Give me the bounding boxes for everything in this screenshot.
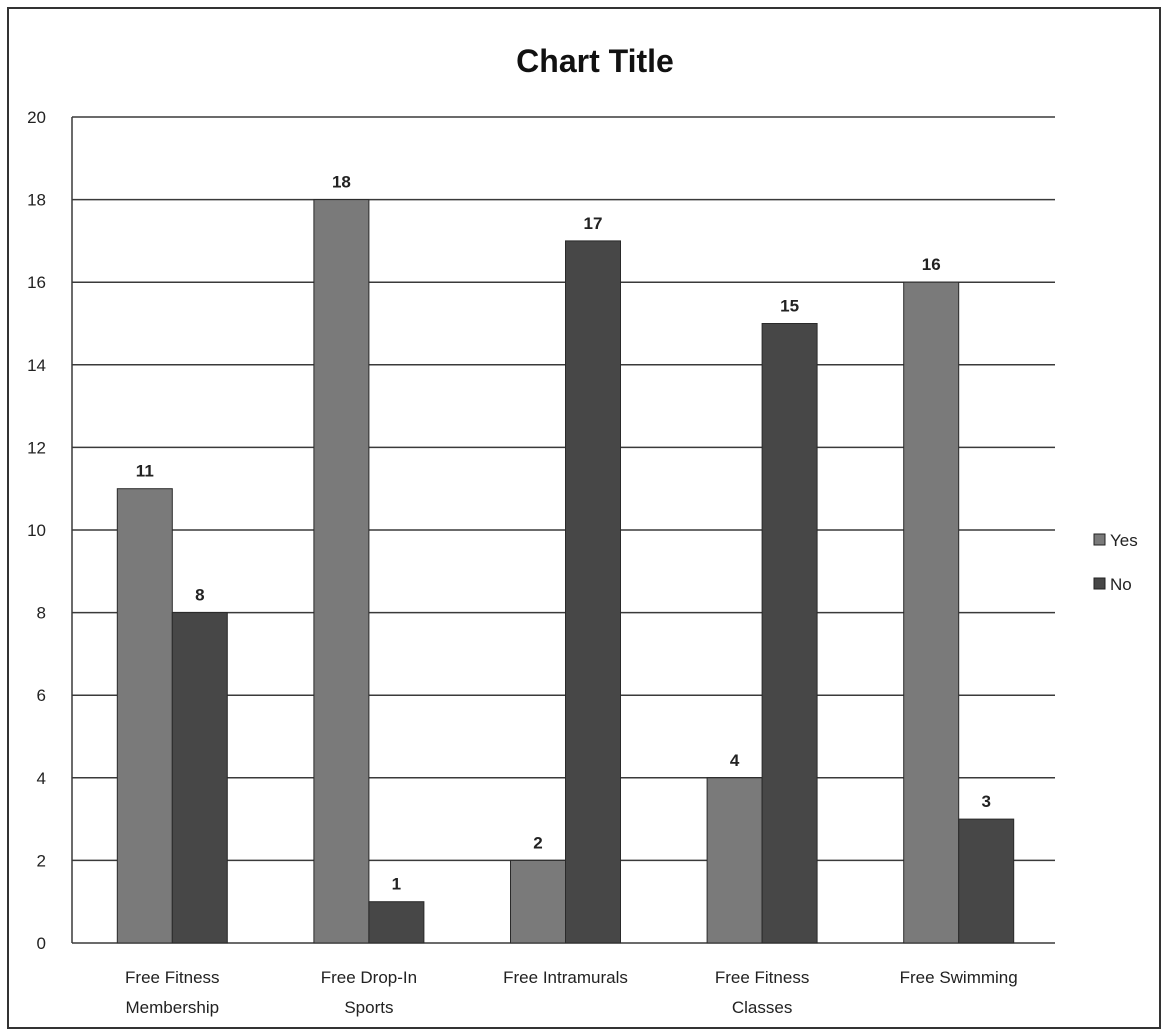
y-tick-label: 8 xyxy=(37,604,46,623)
bar-yes xyxy=(903,281,960,944)
chart-title: Chart Title xyxy=(516,43,674,79)
y-tick-label: 16 xyxy=(27,273,46,292)
legend-label-yes: Yes xyxy=(1110,531,1138,550)
y-tick-label: 12 xyxy=(27,438,46,457)
data-label: 16 xyxy=(922,255,941,274)
y-tick-label: 18 xyxy=(27,191,46,210)
y-tick-label: 10 xyxy=(27,521,46,540)
y-axis-ticks: 0 2 4 6 8 10 12 14 16 18 20 xyxy=(27,108,46,953)
data-label: 8 xyxy=(195,586,204,605)
data-label: 18 xyxy=(332,173,351,192)
bar-no xyxy=(761,323,818,944)
y-tick-label: 2 xyxy=(37,851,46,870)
chart-border xyxy=(7,7,1161,1029)
legend-swatch-yes xyxy=(1093,533,1106,546)
bar-no xyxy=(565,240,621,944)
x-category-label: Free Intramurals xyxy=(503,968,628,987)
bars xyxy=(116,199,1015,944)
x-category-label: Classes xyxy=(732,998,792,1017)
x-category-label: Free Swimming xyxy=(900,968,1018,987)
x-category-label: Free Fitness xyxy=(125,968,219,987)
data-label: 1 xyxy=(392,875,401,894)
y-tick-label: 4 xyxy=(37,769,46,788)
data-label: 4 xyxy=(730,751,740,770)
bar-yes xyxy=(706,777,763,944)
data-label: 17 xyxy=(584,214,603,233)
data-labels: 11 8 18 1 2 17 4 15 16 3 xyxy=(136,173,991,894)
bar-no xyxy=(958,818,1015,944)
x-category-label: Free Fitness xyxy=(715,968,809,987)
x-axis-categories: Free Fitness Membership Free Drop-In Sports… xyxy=(125,968,1018,1017)
x-category-label: Free Drop-In xyxy=(321,968,417,987)
bar-no xyxy=(171,612,228,944)
data-label: 3 xyxy=(981,792,990,811)
legend-swatch-no xyxy=(1093,577,1106,590)
bar-yes xyxy=(116,488,173,944)
y-tick-label: 0 xyxy=(37,934,46,953)
bar-no xyxy=(368,901,425,944)
bar-yes xyxy=(313,199,370,944)
legend-label-no: No xyxy=(1110,575,1132,594)
x-category-label: Membership xyxy=(126,998,220,1017)
bar-yes xyxy=(510,859,566,944)
y-tick-label: 6 xyxy=(37,686,46,705)
x-category-label: Sports xyxy=(344,998,393,1017)
gridlines xyxy=(71,116,1055,944)
data-label: 11 xyxy=(136,462,154,481)
y-tick-label: 20 xyxy=(27,108,46,127)
legend: Yes No xyxy=(1093,531,1138,594)
y-tick-label: 14 xyxy=(27,356,46,375)
data-label: 2 xyxy=(533,833,542,852)
data-label: 15 xyxy=(780,297,799,316)
